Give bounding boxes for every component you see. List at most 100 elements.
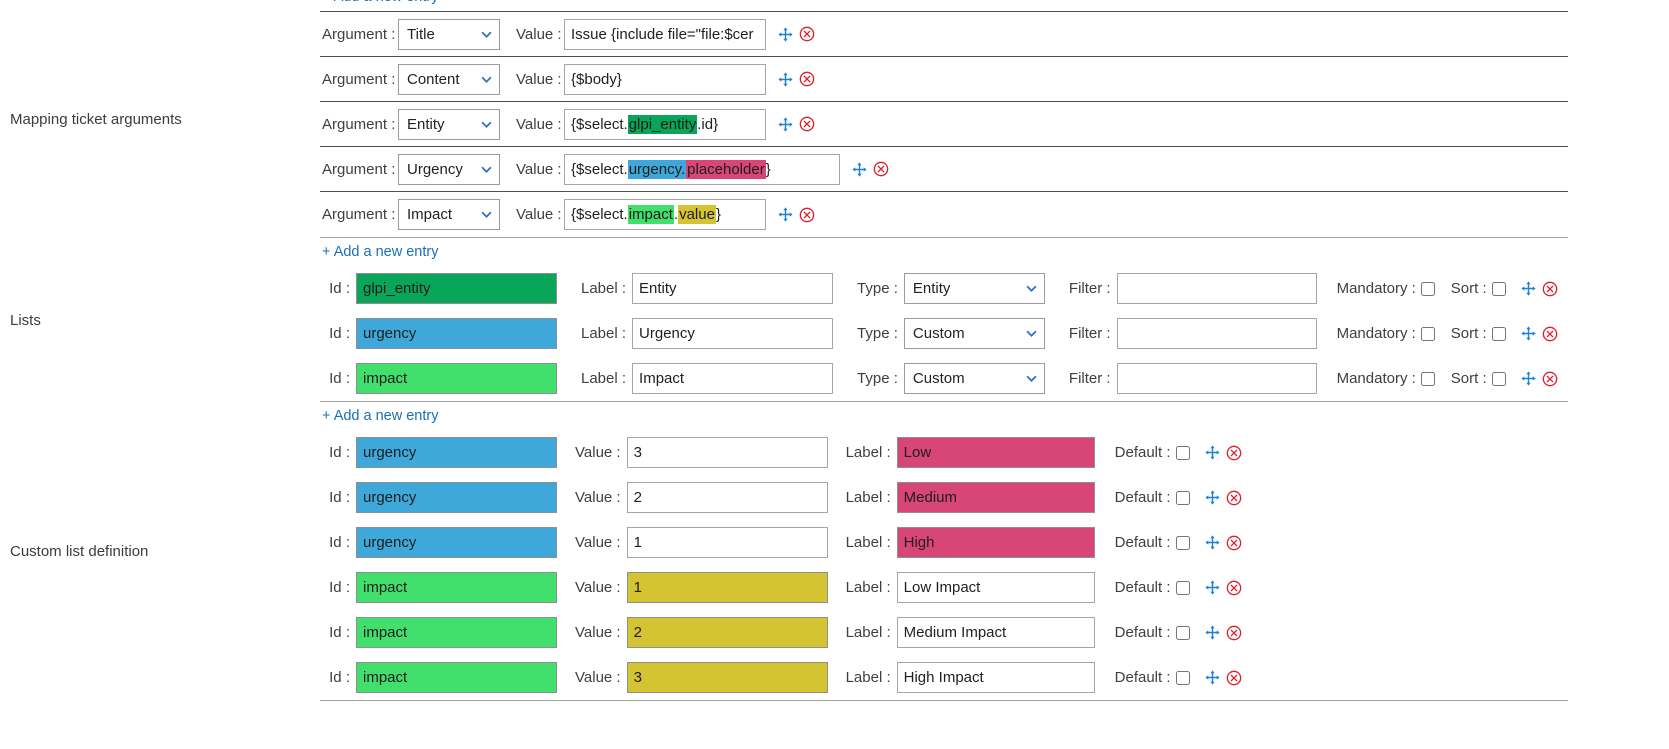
add-entry-link[interactable]: + Add a new entry xyxy=(322,408,439,424)
sort-checkbox[interactable] xyxy=(1491,371,1506,386)
filter-label: Filter : xyxy=(1068,280,1111,297)
mandatory-checkbox[interactable] xyxy=(1420,371,1435,386)
type-select[interactable]: Custom xyxy=(903,318,1045,349)
id-input[interactable] xyxy=(356,318,557,349)
move-icon[interactable] xyxy=(1204,669,1221,686)
delete-circle-icon[interactable] xyxy=(1226,670,1242,686)
mandatory-checkbox[interactable] xyxy=(1420,326,1435,341)
label-input[interactable] xyxy=(896,617,1095,648)
default-checkbox[interactable] xyxy=(1175,625,1190,640)
argument-label: Argument : xyxy=(322,160,396,178)
value-input[interactable] xyxy=(564,63,766,95)
label-label: Label : xyxy=(845,444,891,461)
move-icon[interactable] xyxy=(1204,534,1221,551)
delete-circle-icon[interactable] xyxy=(1542,281,1558,297)
value-input[interactable] xyxy=(626,527,828,558)
move-icon[interactable] xyxy=(777,116,794,133)
default-checkbox[interactable] xyxy=(1175,670,1190,685)
id-label: Id : xyxy=(329,669,350,686)
id-input[interactable] xyxy=(356,662,557,693)
move-icon[interactable] xyxy=(1204,489,1221,506)
filter-input[interactable] xyxy=(1116,363,1317,394)
label-input[interactable] xyxy=(632,273,834,304)
argument-select-value: Entity xyxy=(407,115,445,133)
value-input[interactable]: {$select. impact. value} xyxy=(564,199,766,230)
delete-circle-icon[interactable] xyxy=(799,116,815,132)
delete-circle-icon[interactable] xyxy=(1542,371,1558,387)
id-input[interactable] xyxy=(356,482,557,513)
value-input[interactable] xyxy=(626,662,828,693)
default-checkbox[interactable] xyxy=(1175,535,1190,550)
move-icon[interactable] xyxy=(1204,444,1221,461)
delete-circle-icon[interactable] xyxy=(1226,580,1242,596)
delete-circle-icon[interactable] xyxy=(1226,490,1242,506)
sort-checkbox[interactable] xyxy=(1491,326,1506,341)
type-select[interactable]: Entity xyxy=(903,273,1045,304)
filter-input[interactable] xyxy=(1116,273,1317,304)
value-input[interactable]: {$select. urgency. placeholder} xyxy=(564,153,840,185)
highlight-token: placeholder xyxy=(686,159,766,179)
chevron-down-icon xyxy=(481,31,492,38)
move-icon[interactable] xyxy=(777,206,794,223)
move-icon[interactable] xyxy=(1520,325,1537,342)
delete-circle-icon[interactable] xyxy=(799,71,815,87)
argument-select[interactable]: Urgency xyxy=(398,153,500,185)
id-input[interactable] xyxy=(356,363,557,394)
mandatory-label: Mandatory : xyxy=(1336,325,1416,342)
value-input[interactable] xyxy=(626,482,828,513)
value-input[interactable] xyxy=(626,617,828,648)
value-label: Value : xyxy=(575,444,621,461)
id-input[interactable] xyxy=(356,527,557,558)
move-icon[interactable] xyxy=(1520,280,1537,297)
delete-circle-icon[interactable] xyxy=(1542,326,1558,342)
add-entry-link[interactable]: + Add a new entry xyxy=(322,244,439,260)
label-input[interactable] xyxy=(896,482,1095,513)
sort-checkbox[interactable] xyxy=(1491,281,1506,296)
add-entry-link[interactable]: + Add a new entry xyxy=(322,0,438,5)
type-select[interactable]: Custom xyxy=(903,363,1045,394)
section-title: Custom list definition xyxy=(10,543,149,560)
id-input[interactable] xyxy=(356,273,557,304)
argument-select[interactable]: Impact xyxy=(398,199,500,230)
id-input[interactable] xyxy=(356,572,557,603)
default-checkbox[interactable] xyxy=(1175,445,1190,460)
value-input[interactable] xyxy=(564,18,766,50)
id-label: Id : xyxy=(329,624,350,641)
delete-circle-icon[interactable] xyxy=(799,26,815,42)
move-icon[interactable] xyxy=(1204,624,1221,641)
move-icon[interactable] xyxy=(851,161,868,178)
label-input[interactable] xyxy=(896,527,1095,558)
delete-circle-icon[interactable] xyxy=(1226,445,1242,461)
default-checkbox[interactable] xyxy=(1175,580,1190,595)
mandatory-checkbox[interactable] xyxy=(1420,281,1435,296)
value-input[interactable] xyxy=(626,572,828,603)
argument-select[interactable]: Entity xyxy=(398,108,500,140)
move-icon[interactable] xyxy=(1520,370,1537,387)
filter-input[interactable] xyxy=(1116,318,1317,349)
value-input[interactable] xyxy=(626,437,828,468)
move-icon[interactable] xyxy=(777,26,794,43)
delete-circle-icon[interactable] xyxy=(1226,535,1242,551)
argument-select-value: Impact xyxy=(407,206,453,223)
delete-circle-icon[interactable] xyxy=(1226,625,1242,641)
label-label: Label : xyxy=(581,370,627,387)
label-input[interactable] xyxy=(632,363,834,394)
argument-select[interactable]: Title xyxy=(398,18,500,50)
label-input[interactable] xyxy=(896,662,1095,693)
delete-circle-icon[interactable] xyxy=(799,207,815,223)
argument-select[interactable]: Content xyxy=(398,63,500,95)
label-input[interactable] xyxy=(896,437,1095,468)
value-label: Value : xyxy=(516,25,562,43)
label-input[interactable] xyxy=(896,572,1095,603)
delete-circle-icon[interactable] xyxy=(873,161,889,177)
value-input[interactable]: {$select. glpi_entity .id} xyxy=(564,108,766,140)
move-icon[interactable] xyxy=(1204,579,1221,596)
id-input[interactable] xyxy=(356,617,557,648)
mapping-row: Argument : Entity Value : {$select. glpi_… xyxy=(320,102,1568,147)
id-input[interactable] xyxy=(356,437,557,468)
label-input[interactable] xyxy=(632,318,834,349)
move-icon[interactable] xyxy=(777,71,794,88)
value-text: } xyxy=(715,206,721,223)
default-checkbox[interactable] xyxy=(1175,490,1190,505)
list-row: Id : Label : Type : Custom Filter : Mand… xyxy=(320,311,1568,356)
